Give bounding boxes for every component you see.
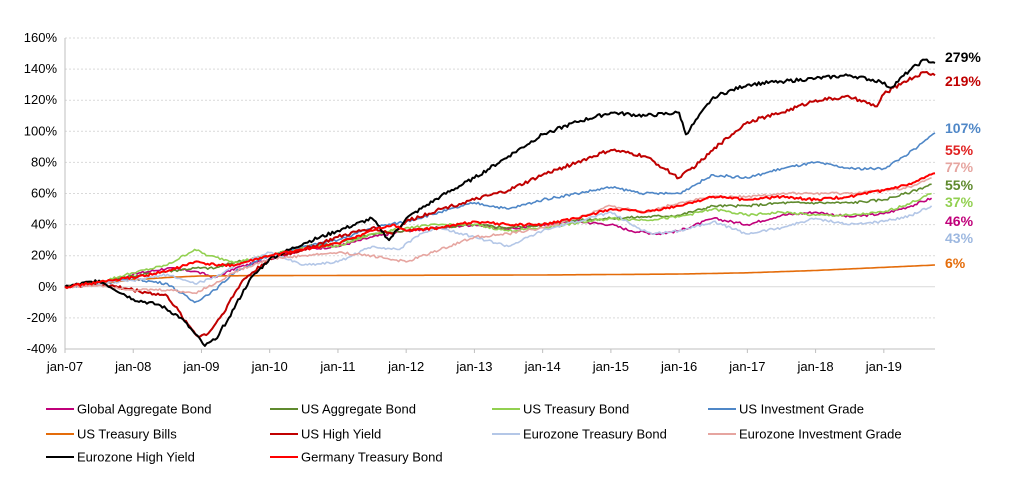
x-tick-label: jan-13 <box>455 359 492 374</box>
end-label-eurozone-investment-grade: 77% <box>945 159 974 175</box>
y-tick-label: -40% <box>27 341 58 356</box>
series-line-germany-treasury-bond <box>64 172 936 289</box>
x-tick-label: jan-09 <box>182 359 219 374</box>
legend-label-germany-treasury-bond: Germany Treasury Bond <box>301 450 443 465</box>
series-line-eurozone-high-yield <box>64 58 936 347</box>
x-tick-label: jan-16 <box>660 359 697 374</box>
end-label-us-treasury-bills: 6% <box>945 255 966 271</box>
legend-label-eurozone-high-yield: Eurozone High Yield <box>77 450 195 465</box>
x-tick-label: jan-12 <box>387 359 424 374</box>
y-tick-label: 80% <box>31 154 57 169</box>
end-label-layer: 279%219%107%55%77%55%37%46%43%6% <box>945 49 981 271</box>
end-label-us-investment-grade: 107% <box>945 120 981 136</box>
y-tick-label: -20% <box>27 310 58 325</box>
series-line-eurozone-investment-grade <box>64 177 932 295</box>
y-tick-label: 160% <box>24 30 58 45</box>
legend: Global Aggregate Bond US Aggregate Bond US… <box>46 402 902 465</box>
x-tick-label: jan-11 <box>319 359 355 374</box>
x-tick-label: jan-07 <box>46 359 83 374</box>
legend-label-eurozone-treasury-bond: Eurozone Treasury Bond <box>523 427 667 442</box>
y-tick-label: 120% <box>24 92 58 107</box>
end-label-us-aggregate-bond: 55% <box>945 177 974 193</box>
x-tick-label: jan-19 <box>865 359 902 374</box>
y-tick-label: 0% <box>38 279 57 294</box>
series-line-us-treasury-bills <box>64 264 936 288</box>
series-line-eurozone-treasury-bond <box>64 205 933 289</box>
y-tick-label: 100% <box>24 123 58 138</box>
end-label-us-high-yield: 219% <box>945 73 981 89</box>
x-tick-label: jan-15 <box>592 359 629 374</box>
legend-label-global-aggregate-bond: Global Aggregate Bond <box>77 402 211 417</box>
series-line-us-treasury-bond <box>64 192 932 288</box>
y-tick-label: 40% <box>31 217 57 232</box>
x-tick-label: jan-14 <box>524 359 561 374</box>
legend-label-us-high-yield: US High Yield <box>301 427 381 442</box>
series-line-us-investment-grade <box>64 132 936 304</box>
end-label-eurozone-high-yield: 279% <box>945 49 981 65</box>
series-layer <box>64 58 936 347</box>
axis-layer: 160% 140% 120% 100% 80% 60% 40% 20% 0% -20% -40% ja… <box>24 30 935 374</box>
end-label-eurozone-treasury-bond: 43% <box>945 230 974 246</box>
legend-label-us-treasury-bond: US Treasury Bond <box>523 402 629 417</box>
x-tick-label: jan-10 <box>251 359 288 374</box>
series-line-us-aggregate-bond <box>64 183 932 289</box>
x-tick-label: jan-08 <box>114 359 151 374</box>
end-label-germany-treasury-bond: 55% <box>945 142 974 158</box>
y-tick-label: 60% <box>31 186 57 201</box>
x-tick-label: jan-17 <box>728 359 765 374</box>
legend-label-us-investment-grade: US Investment Grade <box>739 402 864 417</box>
end-label-global-aggregate-bond: 46% <box>945 213 974 229</box>
end-label-us-treasury-bond: 37% <box>945 194 974 210</box>
legend-label-eurozone-investment-grade: Eurozone Investment Grade <box>739 427 902 442</box>
legend-label-us-treasury-bills: US Treasury Bills <box>77 427 177 442</box>
y-tick-label: 140% <box>24 61 58 76</box>
legend-label-us-aggregate-bond: US Aggregate Bond <box>301 402 416 417</box>
series-line-us-high-yield <box>64 71 936 338</box>
y-tick-label: 20% <box>31 248 57 263</box>
x-tick-label: jan-18 <box>797 359 834 374</box>
